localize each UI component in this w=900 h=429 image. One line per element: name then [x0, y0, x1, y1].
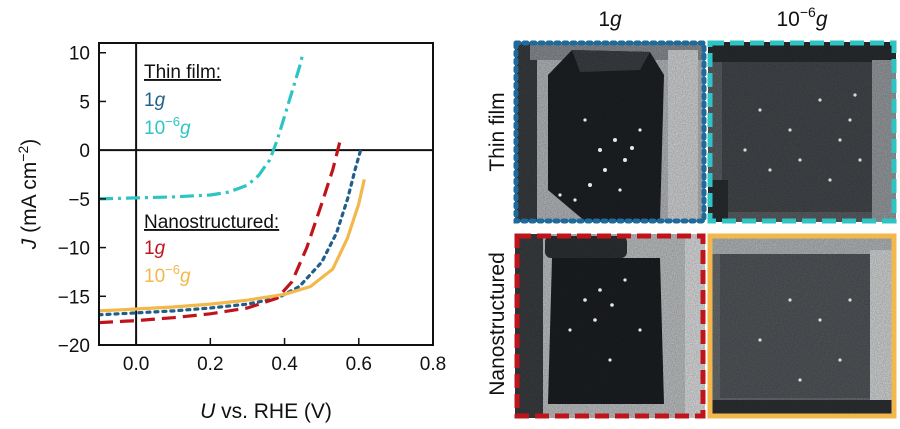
row-label-thin-film: Thin film [486, 92, 509, 171]
y-tick-label: −5 [68, 190, 90, 211]
y-tick-label: 0 [79, 141, 90, 162]
micrograph-thin-film-10-6g [707, 40, 897, 224]
y-tick-label: −20 [58, 336, 90, 357]
y-tick-label: −10 [58, 239, 90, 260]
y-tick-label: 10 [69, 44, 90, 65]
row-label-nanostructured: Nanostructured [486, 252, 509, 396]
legend-entry-nano-1g: 1g [144, 238, 166, 259]
micrograph-nanostructured-1g [514, 233, 706, 419]
x-tick-label: 0.0 [123, 354, 149, 375]
column-label-1g: 1g [598, 8, 622, 31]
legend-heading-nanostructured: Nanostructured: [144, 212, 279, 233]
jv-plot: 0.0 0.2 0.4 0.6 0.8 10 5 0 −5 −10 −15 −20 U vs. RH… [15, 42, 446, 423]
x-tick-label: 0.4 [271, 354, 298, 375]
x-tick-label: 0.8 [420, 354, 446, 375]
series-line-thin-film-10-6g [99, 52, 305, 201]
x-tick-label: 0.2 [197, 354, 223, 375]
y-tick-label: 5 [79, 92, 90, 113]
plot-frame [98, 42, 434, 346]
y-tick-label: −15 [58, 287, 90, 308]
micrograph-grid: 1g 10−6g Thin film Nanostructured [486, 4, 897, 419]
y-ticks: 10 5 0 −5 −10 −15 −20 [58, 44, 106, 357]
micrograph-thin-film-1g [513, 40, 707, 224]
legend-entry-nano-10-6g: 10−6g [144, 262, 191, 287]
legend-entry-thin-film-10-6g: 10−6g [144, 114, 191, 139]
series-line-nanostructured-10-6g [99, 179, 366, 313]
series-layer [99, 52, 366, 325]
x-axis-title: U vs. RHE (V) [200, 400, 332, 423]
x-ticks: 0.0 0.2 0.4 0.6 0.8 [123, 338, 446, 375]
column-label-10-6g: 10−6g [776, 4, 827, 31]
series-line-nanostructured-1g [99, 140, 342, 325]
legend-heading-thin-film: Thin film: [144, 62, 221, 83]
y-axis-title: J (mA cm−2) [15, 139, 41, 250]
legend-entry-thin-film-1g: 1g [144, 90, 166, 111]
x-tick-label: 0.6 [346, 354, 372, 375]
micrograph-nanostructured-10-6g [707, 233, 897, 419]
